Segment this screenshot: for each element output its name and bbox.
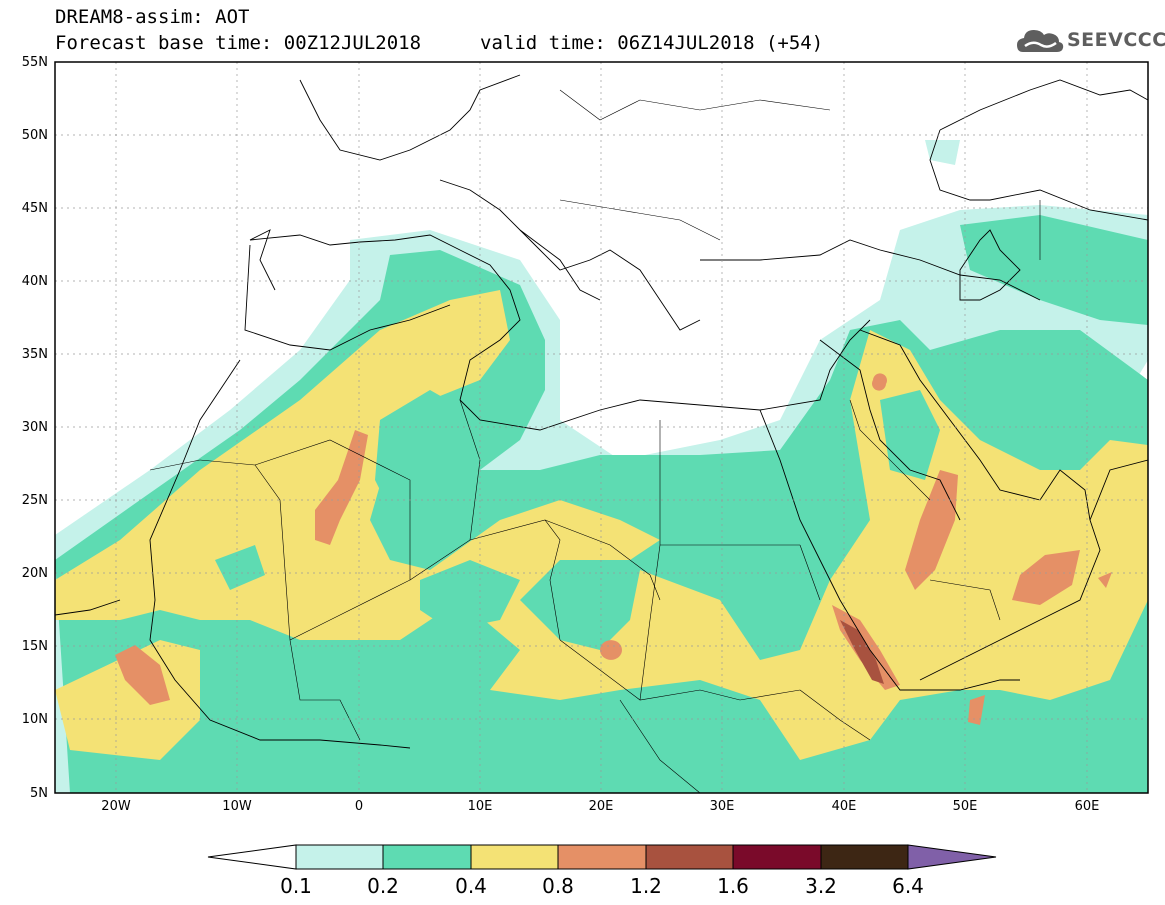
aot-band-1.2 xyxy=(840,620,884,684)
colorbar-label: 1.6 xyxy=(717,874,749,898)
seevccc-logo: SEEVCCC xyxy=(1015,24,1165,58)
colorbar-label: 0.2 xyxy=(367,874,399,898)
plot-frame xyxy=(54,61,1149,794)
lat-label: 25N xyxy=(22,493,48,508)
colorbar-label: 6.4 xyxy=(892,874,924,898)
lat-label: 15N xyxy=(22,639,48,654)
lon-label: 20E xyxy=(589,799,614,814)
graticule xyxy=(55,62,1148,793)
colorbar-label: 0.1 xyxy=(280,874,312,898)
lon-label: 30E xyxy=(710,799,735,814)
colorbar-label: 0.8 xyxy=(542,874,574,898)
lat-label: 30N xyxy=(22,420,48,435)
colorbar-segment xyxy=(295,844,384,870)
lat-label: 40N xyxy=(22,274,48,289)
forecast-base-time: Forecast base time: 00Z12JUL2018 xyxy=(55,32,422,54)
colorbar-segment xyxy=(820,844,909,870)
lon-label: 20W xyxy=(101,799,131,814)
aot-band-0.8 xyxy=(315,430,368,545)
country-borders xyxy=(149,89,1041,793)
lon-label: 40E xyxy=(832,799,857,814)
lat-label: 55N xyxy=(22,55,48,70)
latitude-labels: 55N 50N 45N 40N 35N 30N 25N 20N 15N 10N … xyxy=(22,55,48,801)
longitude-labels: 20W 10W 0 10E 20E 30E 40E 50E 60E xyxy=(101,799,1099,814)
colorbar-segment xyxy=(557,844,647,870)
colorbar-segment xyxy=(645,844,734,870)
colorbar-segment xyxy=(382,844,472,870)
lon-label: 10E xyxy=(468,799,493,814)
cloud-icon xyxy=(1017,30,1064,52)
lon-label: 0 xyxy=(355,799,363,814)
lat-label: 50N xyxy=(22,128,48,143)
lat-label: 10N xyxy=(22,712,48,727)
colorbar-segment xyxy=(207,844,297,870)
lon-label: 60E xyxy=(1075,799,1100,814)
colorbar-segment xyxy=(907,844,997,870)
lon-label: 50E xyxy=(953,799,978,814)
colorbar-label: 3.2 xyxy=(805,874,837,898)
lat-label: 20N xyxy=(22,566,48,581)
lat-label: 35N xyxy=(22,347,48,362)
valid-time: valid time: 06Z14JUL2018 (+54) xyxy=(480,32,824,54)
aot-field xyxy=(55,62,1148,793)
colorbar-label: 0.4 xyxy=(455,874,487,898)
colorbar-segment xyxy=(470,844,559,870)
colorbar: 0.1 0.2 0.4 0.8 1.2 1.6 3.2 6.4 xyxy=(207,844,997,898)
colorbar-label: 1.2 xyxy=(630,874,662,898)
map-title: DREAM8-assim: AOT xyxy=(55,6,250,28)
lon-label: 10W xyxy=(222,799,252,814)
lat-label: 45N xyxy=(22,201,48,216)
colorbar-segment xyxy=(732,844,822,870)
lat-label: 5N xyxy=(30,786,48,801)
coastlines xyxy=(55,74,1148,749)
logo-text: SEEVCCC xyxy=(1067,29,1165,51)
